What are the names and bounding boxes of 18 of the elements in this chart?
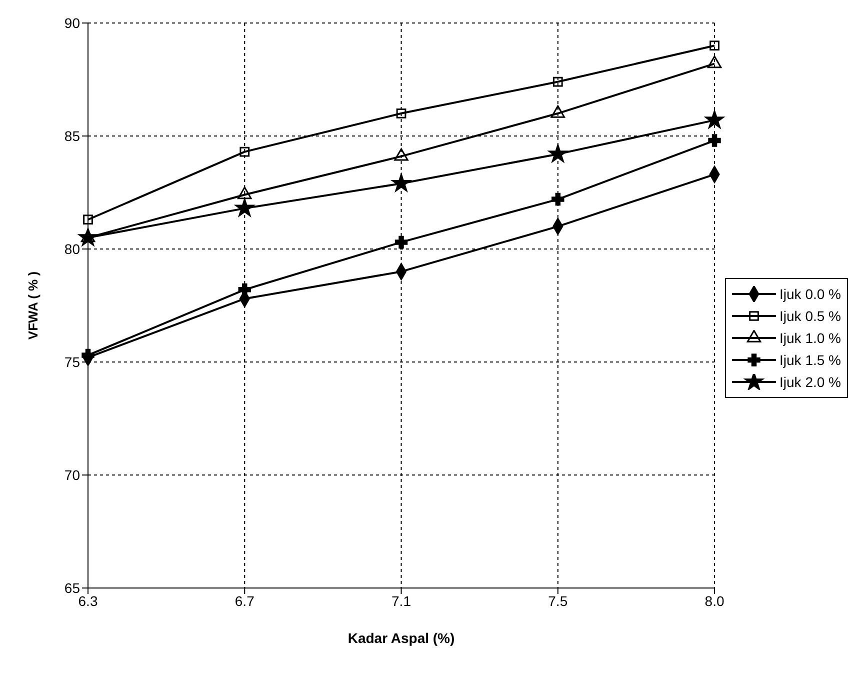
y-axis-title: VFWA ( % ) (26, 271, 41, 340)
legend-label: Ijuk 0.0 % (780, 286, 841, 302)
legend-label: Ijuk 0.5 % (780, 308, 841, 324)
y-tick-label: 75 (64, 354, 80, 370)
x-tick-label: 6.3 (78, 592, 98, 609)
y-tick-label: 80 (64, 240, 80, 257)
x-axis-title: Kadar Aspal (%) (348, 630, 455, 646)
x-tick-label: 7.1 (392, 592, 412, 609)
x-tick-label: 6.7 (234, 592, 255, 609)
y-tick-label: 65 (64, 580, 80, 596)
legend-label: Ijuk 1.5 % (780, 352, 841, 368)
legend-label: Ijuk 2.0 % (780, 374, 841, 390)
y-tick-label: 85 (64, 128, 80, 144)
x-tick-label: 7.5 (548, 592, 568, 609)
legend-label: Ijuk 1.0 % (780, 330, 841, 346)
x-tick-label: 8.0 (704, 592, 724, 609)
y-tick-label: 90 (64, 14, 80, 31)
y-tick-label: 70 (64, 466, 80, 483)
